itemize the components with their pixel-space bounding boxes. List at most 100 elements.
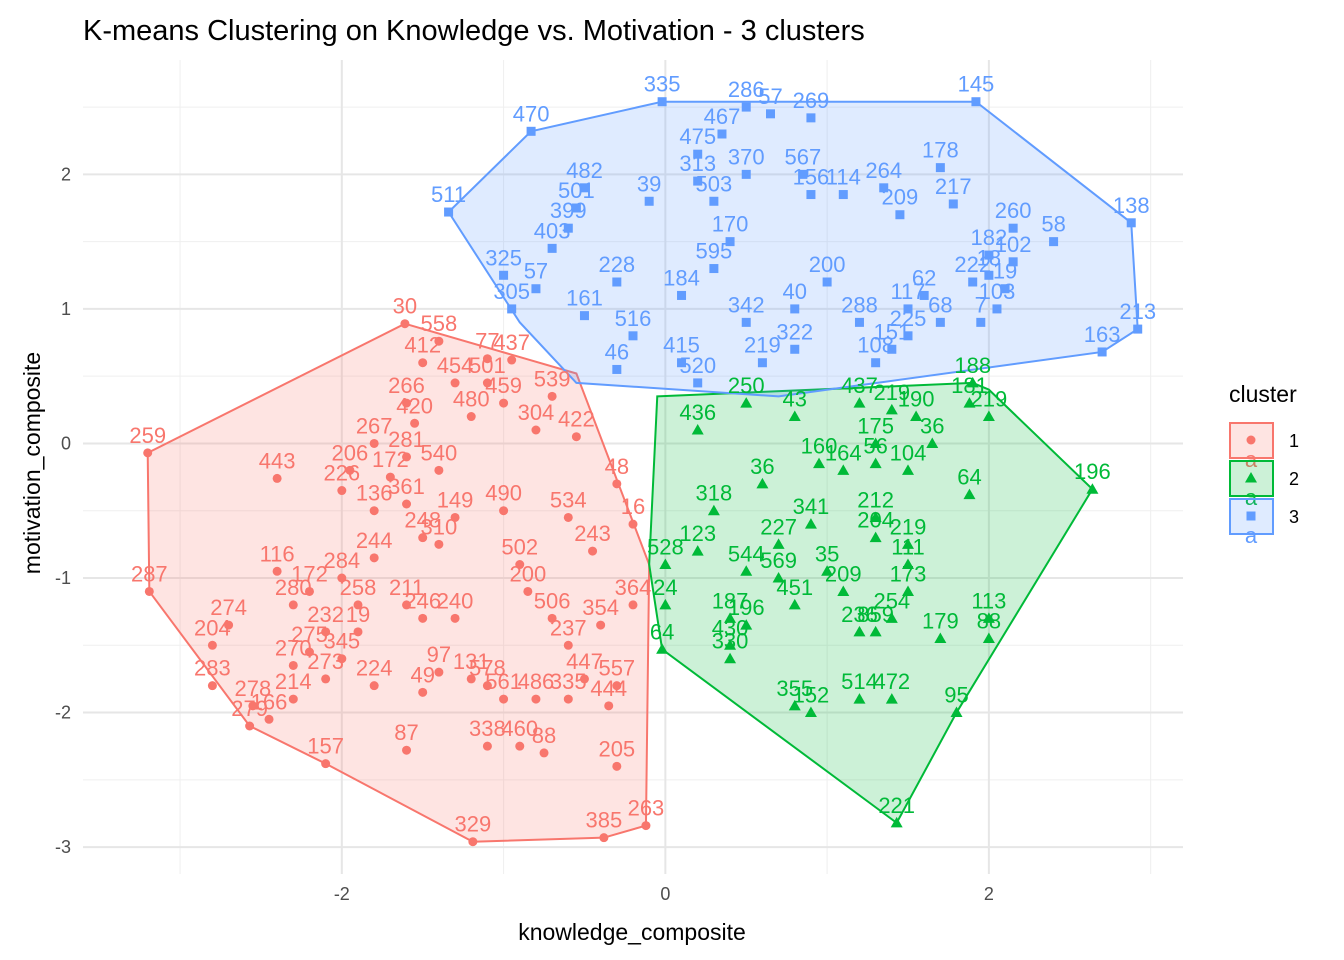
cluster-1-point bbox=[434, 465, 444, 475]
point-label: 325 bbox=[485, 245, 522, 270]
point-label: 490 bbox=[485, 481, 522, 506]
point-label: 557 bbox=[598, 656, 635, 681]
cluster-1-point bbox=[207, 640, 217, 650]
point-label: 172 bbox=[291, 561, 328, 586]
point-label: 117 bbox=[890, 279, 925, 304]
point-label: 222 bbox=[954, 252, 991, 277]
point-label: 284 bbox=[323, 548, 360, 573]
point-label: 459 bbox=[485, 373, 522, 398]
cluster-2-point bbox=[902, 464, 914, 475]
point-label: 447 bbox=[566, 649, 603, 674]
y-tick-label: 1 bbox=[61, 299, 71, 319]
cluster-1-point bbox=[466, 674, 476, 684]
cluster-1-point bbox=[612, 479, 622, 489]
point-label: 561 bbox=[485, 669, 522, 694]
cluster-3-point bbox=[693, 176, 703, 186]
cluster-3-point bbox=[887, 344, 897, 354]
cluster-1-point bbox=[628, 519, 638, 529]
cluster-hulls bbox=[146, 100, 1139, 843]
point-label: 200 bbox=[809, 252, 846, 277]
cluster-2-point bbox=[821, 565, 834, 576]
cluster-2-point bbox=[902, 585, 914, 596]
point-label: 209 bbox=[825, 561, 862, 586]
point-label: 287 bbox=[131, 561, 168, 586]
point-label: 318 bbox=[696, 481, 733, 506]
cluster-3-point bbox=[1097, 347, 1107, 357]
point-label: 264 bbox=[865, 158, 902, 183]
cluster-1-point bbox=[369, 506, 379, 516]
cluster-2-point bbox=[804, 706, 817, 718]
cluster-1-point bbox=[563, 512, 573, 522]
cluster-2-point bbox=[963, 397, 976, 408]
cluster-3-point bbox=[612, 364, 622, 374]
y-tick-label: -2 bbox=[55, 703, 71, 723]
y-axis-title: motivation_composite bbox=[19, 352, 45, 574]
point-label: 244 bbox=[356, 528, 393, 553]
cluster-1-point bbox=[482, 378, 492, 388]
point-label: 501 bbox=[558, 178, 595, 203]
point-label: 444 bbox=[590, 676, 627, 701]
cluster-1-point bbox=[402, 499, 412, 509]
cluster-1-point bbox=[434, 336, 444, 346]
axis-ticks: -2 0 2 -3 -2 -1 0 1 2 bbox=[55, 164, 994, 904]
point-label: 221 bbox=[878, 793, 915, 818]
cluster-1-point bbox=[402, 745, 412, 755]
cluster-1-point bbox=[272, 566, 282, 576]
point-label: 156 bbox=[793, 165, 830, 190]
cluster-3-point bbox=[741, 317, 751, 327]
cluster-1-point bbox=[143, 448, 153, 458]
point-label: 19 bbox=[993, 259, 1017, 284]
point-label: 443 bbox=[259, 448, 296, 473]
cluster-1-point bbox=[345, 465, 355, 475]
point-label: 113 bbox=[971, 588, 1006, 613]
cluster-2-point bbox=[656, 643, 669, 654]
y-tick-label: 0 bbox=[61, 433, 71, 453]
point-label: 232 bbox=[307, 602, 344, 627]
point-label: 240 bbox=[437, 588, 474, 613]
point-label: 254 bbox=[873, 588, 910, 613]
cluster-3-point bbox=[571, 203, 581, 213]
point-label: 108 bbox=[857, 333, 894, 358]
point-label: 480 bbox=[453, 387, 490, 412]
point-label: 345 bbox=[323, 629, 360, 654]
cluster-3-point bbox=[741, 169, 751, 179]
cluster-2-point bbox=[869, 625, 882, 637]
cluster-1-point bbox=[400, 319, 410, 329]
cluster-1-point bbox=[402, 398, 412, 408]
point-label: 544 bbox=[728, 541, 765, 566]
point-label: 116 bbox=[260, 541, 295, 566]
point-label: 578 bbox=[469, 656, 506, 681]
y-tick-label: -1 bbox=[55, 568, 71, 588]
cluster-2-point bbox=[869, 531, 882, 543]
cluster-3-point bbox=[992, 304, 1002, 314]
point-label: 196 bbox=[728, 595, 765, 620]
cluster-2-point bbox=[788, 699, 801, 711]
cluster-1-point bbox=[224, 620, 234, 630]
cluster-1-point bbox=[337, 573, 347, 583]
point-label: 250 bbox=[728, 373, 765, 398]
point-label: 237 bbox=[550, 615, 587, 640]
cluster-1-point bbox=[612, 761, 622, 771]
cluster-1-point bbox=[547, 613, 557, 623]
cluster-1-point bbox=[499, 694, 509, 704]
cluster-1-point bbox=[207, 681, 217, 691]
cluster-1-point bbox=[612, 681, 622, 691]
cluster-3-point bbox=[677, 290, 687, 300]
point-label: 528 bbox=[647, 535, 684, 560]
legend-label: 2 bbox=[1289, 469, 1299, 489]
point-label: 361 bbox=[388, 474, 425, 499]
cluster-2-point bbox=[902, 538, 914, 549]
point-label: 181 bbox=[951, 373, 988, 398]
cluster-1-point bbox=[641, 821, 651, 831]
point-label: 859 bbox=[857, 602, 894, 627]
point-label: 246 bbox=[404, 588, 441, 613]
cluster-2-point bbox=[966, 376, 979, 388]
cluster-2-point bbox=[982, 410, 995, 422]
grid-lines bbox=[83, 60, 1183, 874]
cluster-3-point bbox=[444, 207, 454, 217]
cluster-2-point bbox=[788, 598, 801, 610]
cluster-1-point bbox=[450, 613, 460, 623]
data-points bbox=[143, 97, 1143, 847]
point-label: 539 bbox=[534, 366, 571, 391]
cluster-3-point bbox=[717, 129, 727, 139]
